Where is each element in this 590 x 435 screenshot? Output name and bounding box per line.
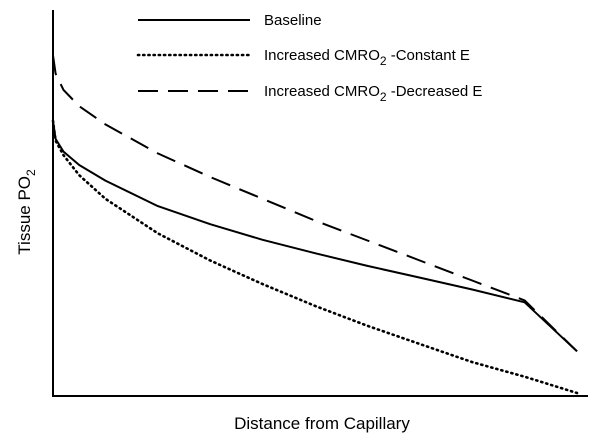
series-line-3-dashed <box>52 55 578 353</box>
legend-label-suffix: -Constant E <box>387 47 470 64</box>
legend-label: Baseline <box>264 12 322 29</box>
legend-label: Increased CMRO2 -Constant E <box>264 47 470 68</box>
legend-label-main: Increased CMRO <box>264 47 380 64</box>
series-group <box>51 55 579 395</box>
x-axis-title: Distance from Capillary <box>234 414 410 433</box>
legend-item: Increased CMRO2 -Constant E <box>136 47 470 68</box>
legend-label-suffix: -Decreased E <box>387 83 483 100</box>
legend-label-subscript: 2 <box>380 54 387 68</box>
y-axis-title: Tissue PO2 <box>15 169 38 255</box>
legend-item: Increased CMRO2 -Decreased E <box>138 83 482 104</box>
legend-label-main: Increased CMRO <box>264 83 380 100</box>
y-axis-title-main: Tissue PO <box>15 176 34 255</box>
legend-label-main: Baseline <box>264 12 322 29</box>
legend-label-subscript: 2 <box>380 90 387 104</box>
y-axis-title-subscript: 2 <box>24 169 38 176</box>
legend-label: Increased CMRO2 -Decreased E <box>264 83 482 104</box>
legend-item: Baseline <box>138 12 322 29</box>
series-line-2-dotted <box>51 119 579 395</box>
series-line-1-solid <box>52 120 578 353</box>
